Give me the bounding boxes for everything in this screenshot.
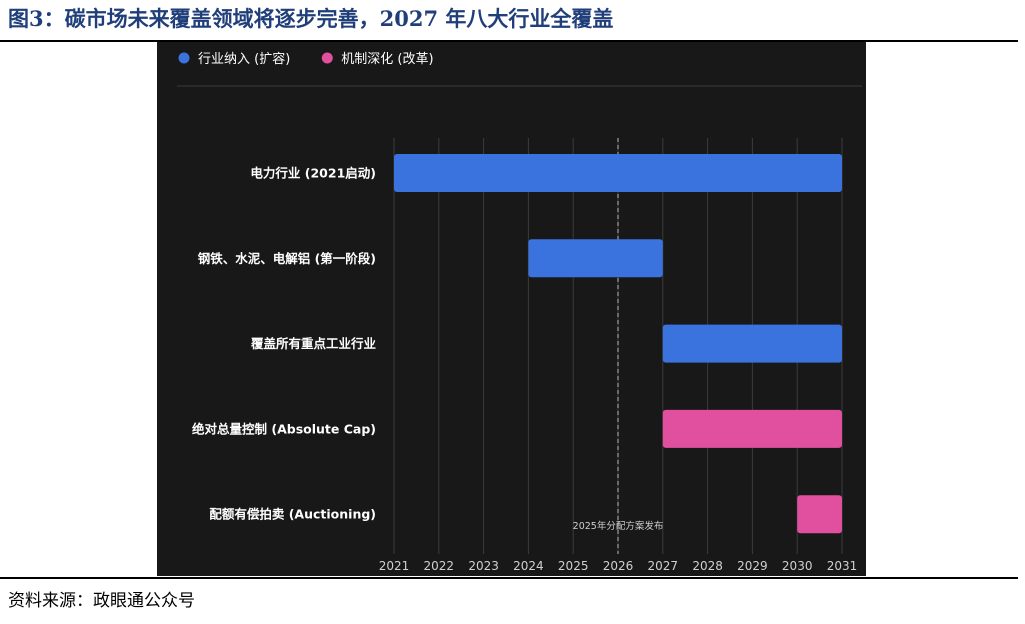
annotation-label: 2025年分配方案发布: [573, 520, 664, 532]
x-tick-label: 2026: [603, 559, 634, 573]
bar: [662, 324, 842, 363]
x-tick-label: 2025: [558, 559, 589, 573]
legend-entry: 机制深化 (改革): [341, 52, 433, 67]
bar: [528, 239, 663, 278]
source-note: 资料来源：政眼通公众号: [8, 591, 195, 611]
x-tick-label: 2023: [468, 559, 499, 573]
legend-swatch: [178, 52, 190, 64]
category-label: 配额有偿拍卖 (Auctioning): [209, 507, 376, 522]
x-tick-label: 2022: [424, 559, 455, 573]
category-label: 绝对总量控制 (Absolute Cap): [192, 421, 376, 436]
top-divider: [0, 40, 1018, 42]
bottom-divider: [0, 577, 1018, 579]
legend-swatch: [321, 52, 333, 64]
bar: [394, 154, 842, 192]
category-label: 电力行业 (2021启动): [250, 166, 376, 181]
legend-entry: 行业纳入 (扩容): [198, 51, 290, 67]
bar: [797, 495, 842, 534]
category-label: 钢铁、水泥、电解铝 (第一阶段): [198, 251, 376, 266]
x-tick-label: 2021: [379, 559, 410, 573]
x-tick-label: 2029: [737, 559, 768, 573]
range-bar-chart: 行业纳入 (扩容) 机制深化 (改革) 2025年分配方案发布 电力行业 (2021启…: [177, 51, 862, 573]
x-tick-label: 2031: [827, 559, 858, 573]
figure-title: 图3：碳市场未来覆盖领域将逐步完善，2027 年八大行业全覆盖: [8, 6, 614, 31]
bar: [662, 409, 842, 448]
x-tick-label: 2024: [513, 559, 544, 573]
x-tick-label: 2028: [692, 559, 723, 573]
chart-panel: 行业纳入 (扩容) 机制深化 (改革) 2025年分配方案发布 电力行业 (2021启…: [157, 42, 866, 576]
x-tick-label: 2027: [648, 559, 679, 573]
category-label: 覆盖所有重点工业行业: [250, 336, 377, 351]
x-tick-label: 2030: [782, 559, 813, 573]
